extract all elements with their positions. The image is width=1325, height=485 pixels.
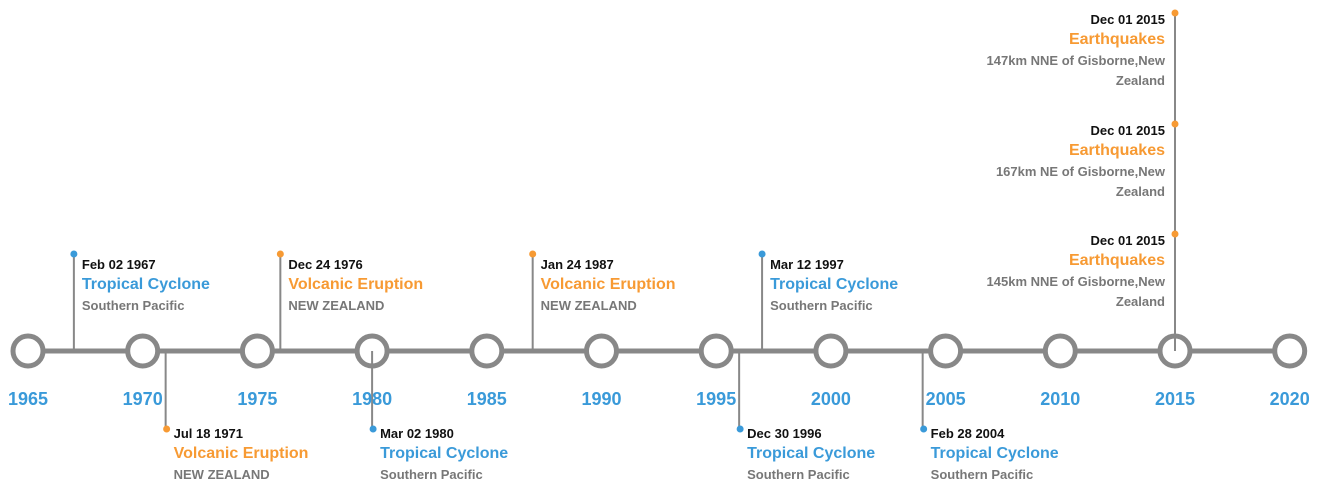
year-label: 1990 (581, 389, 622, 409)
event-location: Southern Pacific (930, 467, 1034, 482)
event-type: Tropical Cyclone (81, 276, 210, 293)
year-label: 1980 (352, 389, 393, 409)
event-type: Tropical Cyclone (380, 445, 509, 462)
event-type: Tropical Cyclone (770, 276, 899, 293)
event-dot (163, 425, 171, 433)
year-node (813, 333, 849, 369)
event-location: NEW ZEALAND (540, 298, 637, 313)
event-location: NEW ZEALAND (288, 298, 385, 313)
event-type: Earthquakes (1068, 31, 1165, 48)
year-label: 1975 (237, 389, 278, 409)
event-type: Tropical Cyclone (930, 445, 1059, 462)
event-dot (1171, 9, 1179, 17)
event: Dec 01 2015 Earthquakes 167km NE of Gisbor… (955, 122, 1165, 202)
event-dot (736, 425, 744, 433)
event-dot (1171, 230, 1179, 238)
event-location: 147km NNE of Gisborne,New Zealand (986, 53, 1165, 88)
year-node (1272, 333, 1308, 369)
event: Mar 12 1997 Tropical Cyclone Southern Paci… (770, 256, 898, 316)
event-date: Dec 24 1976 (288, 257, 363, 272)
event-location: NEW ZEALAND (173, 467, 270, 482)
year-node (698, 333, 734, 369)
event-date: Dec 01 2015 (1090, 233, 1165, 248)
event: Mar 02 1980 Tropical Cyclone Southern Paci… (380, 425, 508, 485)
event-type: Volcanic Eruption (173, 445, 309, 462)
year-label: 1995 (696, 389, 737, 409)
year-label: 1970 (122, 389, 163, 409)
event-dot (1171, 120, 1179, 128)
year-label: 2000 (810, 389, 851, 409)
event-type: Earthquakes (1068, 252, 1165, 269)
year-label: 2005 (925, 389, 966, 409)
event-type: Volcanic Eruption (288, 276, 424, 293)
year-node (10, 333, 46, 369)
event-date: Dec 30 1996 (747, 426, 822, 441)
event-date: Feb 28 2004 (930, 426, 1005, 441)
year-label: 2010 (1040, 389, 1081, 409)
event: Feb 28 2004 Tropical Cyclone Southern Paci… (931, 425, 1059, 485)
event-location: 167km NE of Gisborne,New Zealand (995, 164, 1165, 199)
event: Dec 01 2015 Earthquakes 145km NNE of Gisbo… (955, 232, 1165, 312)
event-dot (758, 250, 766, 258)
event-date: Jan 24 1987 (540, 257, 614, 272)
event-type: Volcanic Eruption (540, 276, 676, 293)
event-location: 145km NNE of Gisborne,New Zealand (986, 274, 1165, 309)
event-date: Mar 12 1997 (770, 257, 844, 272)
event-type: Earthquakes (1068, 142, 1165, 159)
event: Jul 18 1971 Volcanic Eruption NEW ZEALAND (174, 425, 309, 485)
event-dot (369, 425, 377, 433)
event-type: Tropical Cyclone (747, 445, 876, 462)
event: Feb 02 1967 Tropical Cyclone Southern Paci… (82, 256, 210, 316)
event-location: Southern Pacific (747, 467, 850, 482)
year-node (239, 333, 275, 369)
event-dot (920, 425, 928, 433)
event: Jan 24 1987 Volcanic Eruption NEW ZEALAND (541, 256, 676, 316)
event-date: Dec 01 2015 (1090, 12, 1165, 27)
event: Dec 30 1996 Tropical Cyclone Southern Paci… (747, 425, 875, 485)
year-node (1042, 333, 1078, 369)
event: Dec 01 2015 Earthquakes 147km NNE of Gisbo… (955, 11, 1165, 91)
event-date: Feb 02 1967 (81, 257, 156, 272)
event-date: Dec 01 2015 (1090, 123, 1165, 138)
year-node (584, 333, 619, 369)
event-dot (70, 250, 78, 258)
year-node (469, 333, 505, 369)
event-date: Mar 02 1980 (380, 426, 454, 441)
year-label: 2015 (1154, 389, 1196, 409)
year-label: 1985 (466, 389, 507, 409)
year-label: 1965 (7, 389, 49, 409)
year-node (125, 333, 161, 369)
event-dot (276, 250, 284, 258)
year-node (928, 333, 964, 369)
event-location: Southern Pacific (81, 298, 185, 313)
event-location: Southern Pacific (770, 298, 873, 313)
year-label: 2020 (1269, 389, 1310, 409)
event-dot (529, 250, 537, 258)
event-date: Jul 18 1971 (173, 426, 244, 441)
event-location: Southern Pacific (380, 467, 483, 482)
event: Dec 24 1976 Volcanic Eruption NEW ZEALAND (288, 256, 423, 316)
